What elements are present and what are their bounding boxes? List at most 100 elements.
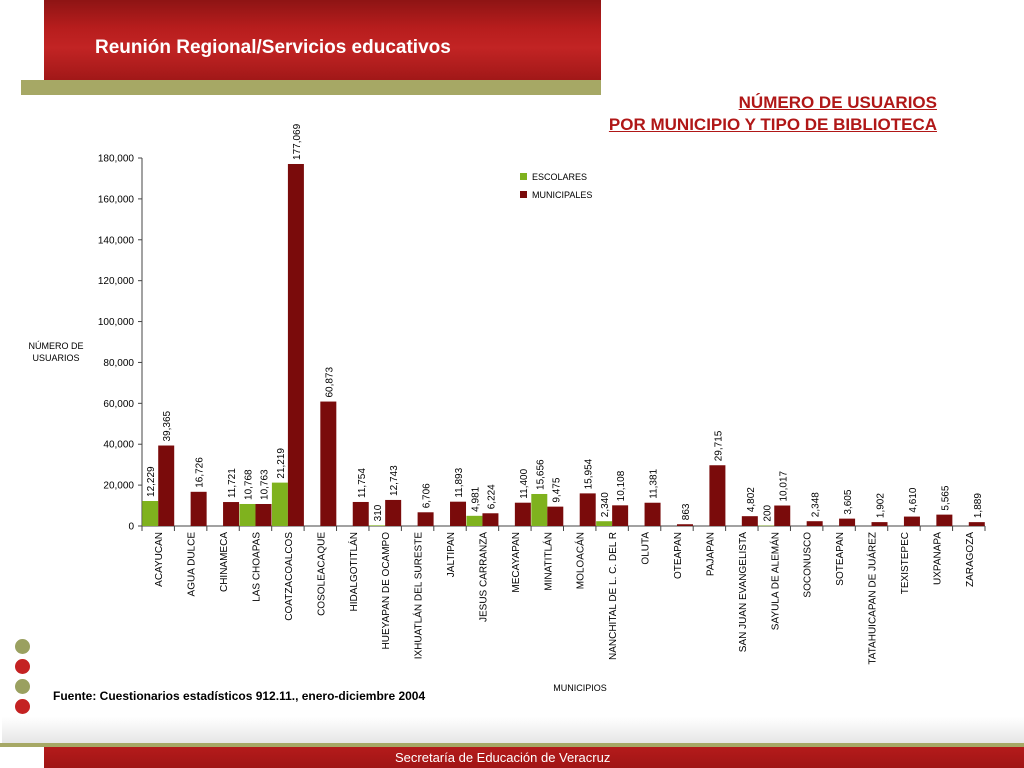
data-label: 16,726 [195, 457, 206, 488]
y-tick-label: 80,000 [103, 358, 134, 369]
data-label: 4,981 [470, 486, 481, 511]
x-tick-label: ACAYUCAN [154, 532, 165, 587]
x-tick-label: LAS CHOAPAS [251, 532, 262, 602]
data-label: 2,348 [811, 492, 822, 517]
x-tick-label: OLUTA [641, 532, 652, 565]
legend-label: MUNICIPALES [532, 190, 592, 200]
source-note: Fuente: Cuestionarios estadísticos 912.1… [53, 689, 426, 703]
x-tick-label: NANCHITAL DE L. C. DEL R [608, 532, 619, 660]
bar-municipales [320, 401, 337, 526]
bar-municipales [644, 502, 661, 526]
data-label: 11,400 [519, 468, 530, 498]
data-label: 863 [681, 503, 692, 520]
y-tick-label: 60,000 [103, 399, 134, 410]
header-accent-strip [21, 80, 601, 95]
bar-escolares [466, 515, 483, 526]
data-label: 39,365 [162, 410, 173, 441]
data-label: 3,605 [843, 489, 854, 514]
x-tick-label: SAYULA DE ALEMÁN [768, 532, 781, 630]
data-label: 15,954 [584, 458, 595, 489]
data-label: 21,219 [276, 448, 287, 479]
bar-escolares [142, 500, 159, 526]
bar-escolares [239, 503, 256, 526]
bar-escolares [758, 525, 775, 527]
bar-municipales [612, 505, 629, 526]
data-label: 2,340 [600, 492, 611, 517]
data-label: 1,889 [973, 493, 984, 518]
data-label: 6,706 [422, 483, 433, 508]
chart-title-line-1: NÚMERO DE USUARIOS [738, 93, 937, 112]
bar-municipales [741, 516, 758, 526]
x-tick-label: COSOLEACAQUE [316, 532, 327, 616]
data-label: 5,565 [940, 485, 951, 510]
bar-municipales [936, 514, 953, 526]
bar-municipales [287, 163, 304, 527]
x-tick-label: HUEYAPAN DE OCAMPO [381, 532, 392, 650]
footer-accent-strip [0, 743, 1024, 747]
x-tick-label: AGUA DULCE [187, 532, 198, 597]
bar-municipales [709, 465, 726, 526]
bar-municipales [158, 445, 175, 526]
bar-escolares [271, 482, 288, 526]
footer-shadow [2, 717, 1024, 743]
data-label: 4,610 [908, 487, 919, 512]
bar-municipales [385, 499, 402, 526]
bar-escolares [369, 525, 386, 526]
y-tick-label: 100,000 [98, 317, 135, 328]
x-tick-label: MINATITLÁN [541, 532, 554, 591]
x-tick-label: TATAHUICAPAN DE JUÁREZ [866, 532, 879, 665]
y-tick-label: 160,000 [98, 194, 135, 205]
data-label: 310 [373, 504, 384, 521]
bar-municipales [514, 502, 531, 526]
bar-municipales [450, 501, 467, 526]
bar-municipales [417, 512, 434, 526]
x-tick-label: UXPANAPA [932, 532, 943, 585]
bar-municipales [806, 521, 823, 526]
footer-text: Secretaría de Educación de Veracruz [395, 750, 611, 765]
bullet-dot-icon [15, 659, 30, 674]
bar-municipales [968, 522, 985, 526]
data-label: 12,743 [389, 465, 400, 496]
x-tick-label: CHINAMECA [219, 532, 230, 592]
bullet-dot-icon [15, 639, 30, 654]
y-tick-label: 40,000 [103, 440, 134, 451]
data-label: 60,873 [324, 367, 335, 398]
y-tick-label: 180,000 [98, 154, 135, 165]
header-band [44, 0, 601, 80]
x-tick-label: OTEAPAN [673, 532, 684, 579]
chart-title: NÚMERO DE USUARIOS POR MUNICIPIO Y TIPO … [609, 92, 937, 136]
x-tick-label: SOTEAPAN [835, 532, 846, 586]
x-tick-label: PAJAPAN [705, 532, 716, 576]
x-tick-label: JESUS CARRANZA [478, 532, 489, 622]
data-label: 15,656 [535, 459, 546, 490]
y-tick-label: 120,000 [98, 276, 135, 287]
data-label: 29,715 [713, 430, 724, 461]
data-label: 6,224 [486, 484, 497, 509]
y-axis-label: NÚMERO DE [28, 341, 83, 351]
bar-municipales [223, 502, 240, 526]
y-tick-label: 20,000 [103, 481, 134, 492]
data-label: 11,381 [649, 468, 660, 498]
bar-municipales [255, 503, 272, 526]
bar-escolares [531, 493, 548, 526]
bar-municipales [579, 493, 596, 526]
bullet-dot-icon [15, 699, 30, 714]
data-label: 200 [762, 504, 773, 521]
data-label: 10,108 [616, 470, 627, 501]
bar-municipales [676, 524, 693, 526]
data-label: 4,802 [746, 487, 757, 512]
footer-band [44, 747, 1024, 768]
x-tick-label: JALTIPAN [446, 532, 457, 577]
legend-swatch [520, 173, 527, 180]
bar-municipales [190, 491, 207, 526]
x-axis-label: MUNICIPIOS [553, 683, 607, 693]
x-tick-label: IXHUATLÁN DEL SURESTE [412, 532, 425, 660]
data-label: 1,902 [876, 493, 887, 518]
x-tick-label: SAN JUAN EVANGELISTA [738, 532, 749, 653]
data-label: 10,768 [243, 469, 254, 500]
bullet-dot-icon [15, 679, 30, 694]
data-label: 11,893 [454, 467, 465, 497]
data-label: 10,017 [778, 470, 789, 501]
x-tick-label: COATZACOALCOS [284, 532, 295, 621]
x-tick-label: MECAYAPAN [511, 532, 522, 593]
